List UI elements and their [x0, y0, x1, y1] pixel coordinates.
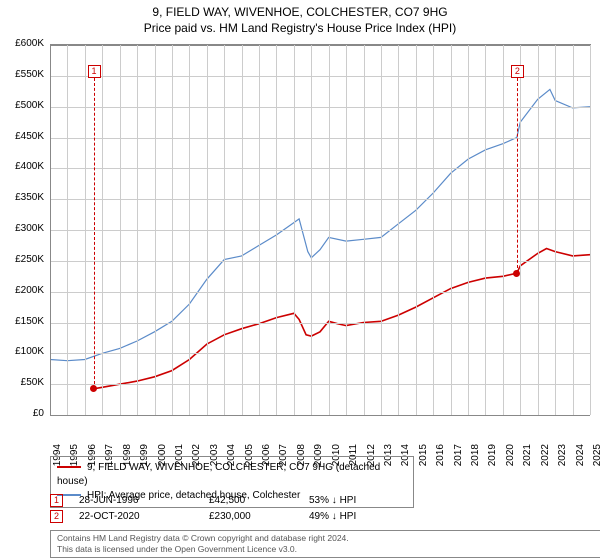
gridline-v: [329, 45, 330, 415]
gridline-v: [590, 45, 591, 415]
gridline-v: [207, 45, 208, 415]
gridline-v: [294, 45, 295, 415]
y-tick-label: £200K: [0, 286, 44, 296]
x-tick-label: 2024: [575, 444, 586, 470]
y-tick-label: £250K: [0, 255, 44, 265]
x-tick-label: 2019: [487, 444, 498, 470]
gridline-v: [120, 45, 121, 415]
title-block: 9, FIELD WAY, WIVENHOE, COLCHESTER, CO7 …: [0, 0, 600, 36]
sale-row: 1 28-JUN-1996£42,50053% ↓ HPI: [50, 494, 590, 510]
marker-label: 1: [88, 65, 101, 78]
gridline-h: [50, 45, 590, 46]
gridline-v: [67, 45, 68, 415]
marker-vline: [517, 78, 518, 273]
gridline-v: [538, 45, 539, 415]
legend-text: 9, FIELD WAY, WIVENHOE, COLCHESTER, CO7 …: [57, 462, 380, 487]
y-tick-label: £500K: [0, 101, 44, 111]
x-tick-label: 2023: [557, 444, 568, 470]
gridline-v: [573, 45, 574, 415]
gridline-h: [50, 415, 590, 416]
gridline-v: [224, 45, 225, 415]
gridline-h: [50, 199, 590, 200]
gridline-v: [398, 45, 399, 415]
legend-swatch: [57, 466, 81, 468]
gridline-v: [50, 45, 51, 415]
gridline-v: [189, 45, 190, 415]
gridline-v: [364, 45, 365, 415]
gridline-v: [137, 45, 138, 415]
x-axis-labels: 1994199519961997199819992000200120022003…: [50, 418, 590, 458]
plot-area: 12: [50, 44, 591, 415]
sale-marker-id: 2: [50, 510, 63, 523]
x-tick-label: 2016: [435, 444, 446, 470]
series-hpi: [50, 89, 590, 360]
y-tick-label: £400K: [0, 162, 44, 172]
gridline-h: [50, 107, 590, 108]
gridline-h: [50, 138, 590, 139]
gridline-h: [50, 384, 590, 385]
x-tick-label: 2015: [418, 444, 429, 470]
title-line-2: Price paid vs. HM Land Registry's House …: [0, 20, 600, 36]
gridline-h: [50, 261, 590, 262]
x-tick-label: 2020: [505, 444, 516, 470]
gridline-h: [50, 292, 590, 293]
gridline-v: [555, 45, 556, 415]
credit-line-1: Contains HM Land Registry data © Crown c…: [57, 533, 597, 544]
gridline-v: [381, 45, 382, 415]
sale-price: £42,500: [209, 495, 309, 506]
sale-price: £230,000: [209, 511, 309, 522]
gridline-h: [50, 230, 590, 231]
x-tick-label: 2021: [522, 444, 533, 470]
y-tick-label: £600K: [0, 39, 44, 49]
gridline-v: [259, 45, 260, 415]
gridline-v: [155, 45, 156, 415]
x-tick-label: 2017: [453, 444, 464, 470]
gridline-v: [520, 45, 521, 415]
gridline-h: [50, 353, 590, 354]
sale-marker-id: 1: [50, 494, 63, 507]
gridline-v: [242, 45, 243, 415]
y-tick-label: £50K: [0, 378, 44, 388]
x-tick-label: 2018: [470, 444, 481, 470]
sale-date: 22-OCT-2020: [79, 511, 209, 522]
gridline-v: [468, 45, 469, 415]
y-axis-labels: £0 £50K £100K £150K £200K £250K £300K £350K £400…: [0, 40, 46, 418]
y-tick-label: £450K: [0, 132, 44, 142]
gridline-v: [276, 45, 277, 415]
y-tick-label: £150K: [0, 317, 44, 327]
gridline-v: [346, 45, 347, 415]
credit-box: Contains HM Land Registry data © Crown c…: [50, 530, 600, 558]
gridline-v: [416, 45, 417, 415]
y-tick-label: £100K: [0, 347, 44, 357]
legend-item: 9, FIELD WAY, WIVENHOE, COLCHESTER, CO7 …: [57, 461, 407, 489]
marker-dot: [513, 270, 520, 277]
gridline-v: [433, 45, 434, 415]
gridline-h: [50, 323, 590, 324]
sale-row: 2 22-OCT-2020£230,00049% ↓ HPI: [50, 510, 590, 526]
gridline-v: [485, 45, 486, 415]
y-tick-label: £0: [0, 409, 44, 419]
sales-rows: 1 28-JUN-1996£42,50053% ↓ HPI 2 22-OCT-2020…: [50, 494, 590, 526]
gridline-h: [50, 168, 590, 169]
marker-label: 2: [511, 65, 524, 78]
sale-date: 28-JUN-1996: [79, 495, 209, 506]
sale-pct: 53% ↓ HPI: [309, 495, 429, 506]
gridline-v: [451, 45, 452, 415]
sale-pct: 49% ↓ HPI: [309, 511, 429, 522]
gridline-v: [102, 45, 103, 415]
gridline-v: [85, 45, 86, 415]
title-line-1: 9, FIELD WAY, WIVENHOE, COLCHESTER, CO7 …: [0, 4, 600, 20]
credit-line-2: This data is licensed under the Open Gov…: [57, 544, 597, 555]
y-tick-label: £300K: [0, 224, 44, 234]
gridline-h: [50, 76, 590, 77]
y-tick-label: £550K: [0, 70, 44, 80]
gridline-v: [503, 45, 504, 415]
gridline-v: [172, 45, 173, 415]
x-tick-label: 2022: [540, 444, 551, 470]
chart-container: 9, FIELD WAY, WIVENHOE, COLCHESTER, CO7 …: [0, 0, 600, 560]
gridline-v: [311, 45, 312, 415]
marker-vline: [94, 78, 95, 389]
y-tick-label: £350K: [0, 193, 44, 203]
x-tick-label: 2025: [592, 444, 600, 470]
